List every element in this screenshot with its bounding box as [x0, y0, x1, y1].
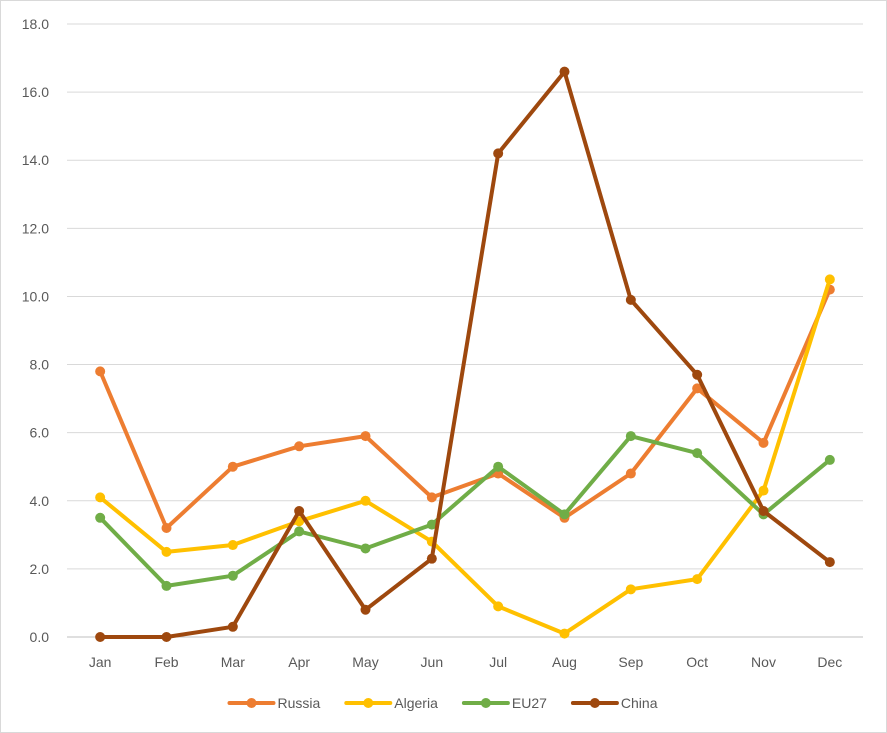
- data-point-russia: [625, 468, 636, 479]
- data-point-eu27: [161, 580, 172, 591]
- series-line-algeria: [98, 277, 832, 636]
- y-tick-label: 16.0: [22, 84, 49, 100]
- y-tick-label: 4.0: [30, 493, 50, 509]
- legend-swatch-marker: [246, 698, 257, 708]
- legend-item-russia: Russia: [227, 695, 320, 711]
- y-tick-label: 18.0: [22, 16, 49, 32]
- data-point-china: [95, 632, 106, 642]
- data-point-eu27: [824, 454, 835, 465]
- x-tick-label: Nov: [751, 654, 776, 670]
- y-tick-label: 12.0: [22, 220, 49, 236]
- x-tick-label: Jul: [489, 654, 507, 670]
- data-point-algeria: [95, 492, 106, 503]
- data-point-eu27: [360, 543, 371, 554]
- y-tick-label: 0.0: [30, 629, 50, 645]
- legend-label: EU27: [512, 695, 547, 711]
- data-point-china: [692, 369, 703, 380]
- data-point-china: [360, 604, 371, 615]
- legend-item-algeria: Algeria: [344, 695, 438, 711]
- series-line-eu27: [98, 434, 832, 588]
- data-point-china: [161, 632, 172, 642]
- legend-item-eu27: EU27: [461, 695, 547, 711]
- data-point-algeria: [758, 485, 769, 496]
- x-tick-label: Jan: [89, 654, 112, 670]
- x-axis-tick-labels: Jan Feb Mar Apr May Jun Jul Aug Sep Oct Nov Dec: [89, 654, 842, 670]
- data-point-algeria: [493, 601, 504, 612]
- legend-item-china: China: [570, 695, 658, 711]
- y-tick-label: 6.0: [30, 425, 50, 441]
- x-tick-label: Oct: [686, 654, 708, 670]
- x-tick-label: Sep: [618, 654, 643, 670]
- data-point-eu27: [625, 431, 636, 442]
- data-point-algeria: [161, 546, 172, 557]
- data-point-china: [559, 66, 570, 77]
- x-tick-label: Feb: [154, 654, 178, 670]
- series-eu27: [95, 431, 835, 591]
- data-point-russia: [161, 523, 172, 534]
- x-tick-label: Aug: [552, 654, 577, 670]
- series-line-china: [98, 69, 832, 639]
- y-axis-tick-labels: 0.0 2.0 4.0 6.0 8.0 10.0 12.0 14.0 16.0 18.0: [22, 16, 49, 645]
- data-point-eu27: [692, 448, 703, 459]
- x-tick-label: Dec: [817, 654, 842, 670]
- y-tick-label: 14.0: [22, 152, 49, 168]
- legend-label: Algeria: [394, 695, 438, 711]
- data-point-algeria: [360, 495, 371, 506]
- series-lines: [95, 66, 835, 642]
- legend-label: Russia: [277, 695, 320, 711]
- legend-label: China: [621, 695, 658, 711]
- data-point-china: [824, 557, 835, 568]
- data-point-russia: [294, 441, 305, 452]
- x-tick-label: Apr: [288, 654, 310, 670]
- legend-swatch-marker: [589, 698, 600, 708]
- gridlines: [67, 23, 863, 638]
- data-point-china: [227, 621, 238, 632]
- series-china: [95, 66, 835, 642]
- series-line-russia: [98, 287, 832, 530]
- data-point-eu27: [493, 461, 504, 472]
- data-point-eu27: [294, 526, 305, 537]
- data-point-algeria: [227, 540, 238, 551]
- x-tick-label: Mar: [221, 654, 245, 670]
- data-point-china: [493, 148, 504, 159]
- y-tick-label: 2.0: [30, 561, 50, 577]
- x-tick-label: May: [352, 654, 378, 670]
- x-tick-label: Jun: [421, 654, 444, 670]
- data-point-eu27: [95, 512, 106, 523]
- data-point-russia: [95, 366, 106, 377]
- data-point-eu27: [227, 570, 238, 581]
- series-algeria: [95, 274, 835, 639]
- data-point-eu27: [559, 509, 570, 520]
- data-point-russia: [360, 431, 371, 442]
- data-point-russia: [758, 437, 769, 448]
- y-tick-label: 10.0: [22, 288, 49, 304]
- data-point-china: [294, 505, 305, 516]
- data-point-china: [758, 505, 769, 516]
- legend-swatch-marker: [363, 698, 374, 708]
- data-point-algeria: [625, 584, 636, 595]
- data-point-russia: [227, 461, 238, 472]
- data-point-china: [625, 294, 636, 305]
- data-point-eu27: [426, 519, 437, 530]
- y-tick-label: 8.0: [30, 357, 50, 373]
- data-point-russia: [692, 383, 703, 394]
- data-point-algeria: [824, 274, 835, 285]
- data-point-russia: [426, 492, 437, 503]
- legend-swatch-marker: [480, 698, 491, 708]
- data-point-china: [426, 553, 437, 564]
- legend: Russia Algeria EU27 China: [227, 695, 658, 711]
- data-point-algeria: [692, 574, 703, 585]
- data-point-algeria: [559, 628, 570, 639]
